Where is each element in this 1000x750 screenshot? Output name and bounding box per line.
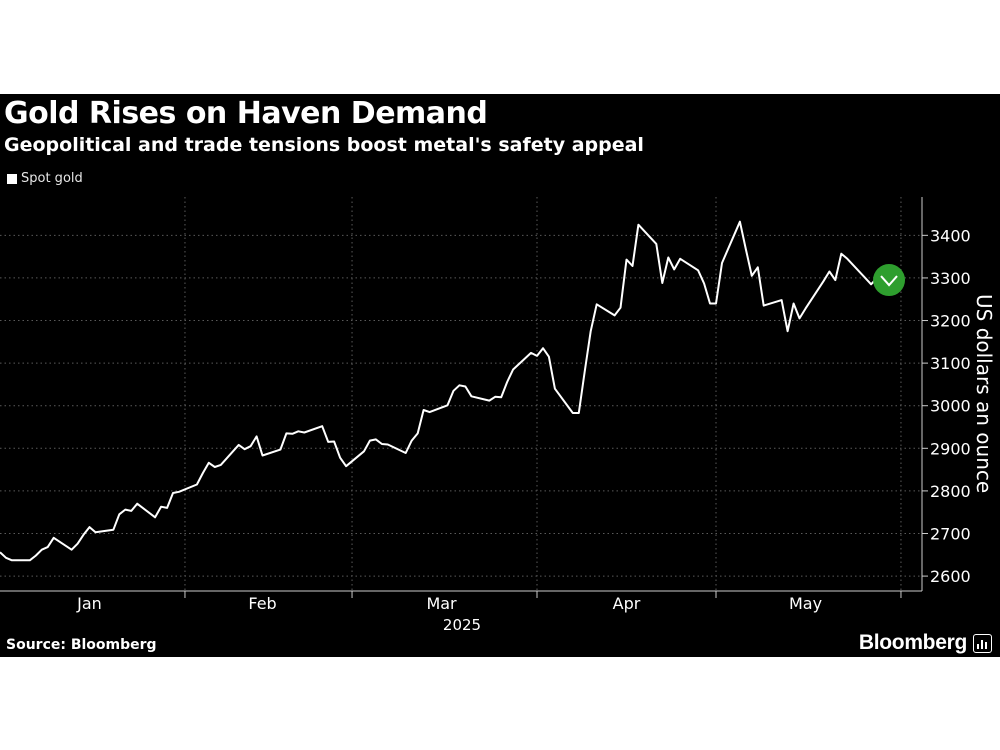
- legend: Spot gold: [7, 171, 83, 186]
- x-tick-label: Apr: [613, 594, 641, 613]
- x-tick-label: Jan: [76, 594, 102, 613]
- down-chevron-icon: [880, 275, 898, 287]
- y-axis-title: US dollars an ounce: [972, 294, 996, 493]
- brand: Bloomberg: [859, 631, 992, 655]
- x-tick-label: May: [789, 594, 822, 613]
- chart-card: 2600 2700 2800 2900 3000 3100 3200 3300 3400 Jan…: [0, 94, 1000, 657]
- series: [0, 220, 890, 562]
- line-chart: 2600 2700 2800 2900 3000 3100 3200 3300 3400 Jan…: [0, 197, 996, 634]
- legend-label: Spot gold: [21, 171, 83, 186]
- brand-logo-text: Bloomberg: [858, 631, 967, 654]
- y-tick-label: 2900: [930, 439, 971, 458]
- chart-logo-icon: [973, 633, 992, 653]
- legend-swatch: [7, 173, 17, 184]
- y-axis: 2600 2700 2800 2900 3000 3100 3200 3300 3400: [921, 197, 971, 591]
- source-note: Source: Bloomberg: [6, 637, 157, 653]
- y-tick-label: 2700: [930, 524, 971, 543]
- y-tick-label: 2600: [930, 567, 971, 586]
- chart-subtitle: Geopolitical and trade tensions boost me…: [4, 134, 644, 156]
- series-line-spot-gold: [0, 220, 890, 562]
- y-tick-label: 3300: [930, 269, 971, 288]
- y-tick-label: 3000: [930, 397, 971, 416]
- x-tick-label: Mar: [426, 594, 457, 613]
- latest-value-marker: [873, 264, 906, 297]
- latest-value-dot: [873, 264, 906, 297]
- x-axis-year-label: 2025: [443, 616, 481, 634]
- y-tick-label: 3400: [930, 226, 971, 245]
- grid: [0, 197, 922, 591]
- y-tick-label: 2800: [930, 482, 971, 501]
- y-tick-label: 3100: [930, 354, 971, 373]
- x-tick-label: Feb: [248, 594, 276, 613]
- y-tick-label: 3200: [930, 312, 971, 331]
- x-axis: Jan Feb Mar Apr May: [0, 590, 922, 613]
- chart-title: Gold Rises on Haven Demand: [4, 96, 488, 131]
